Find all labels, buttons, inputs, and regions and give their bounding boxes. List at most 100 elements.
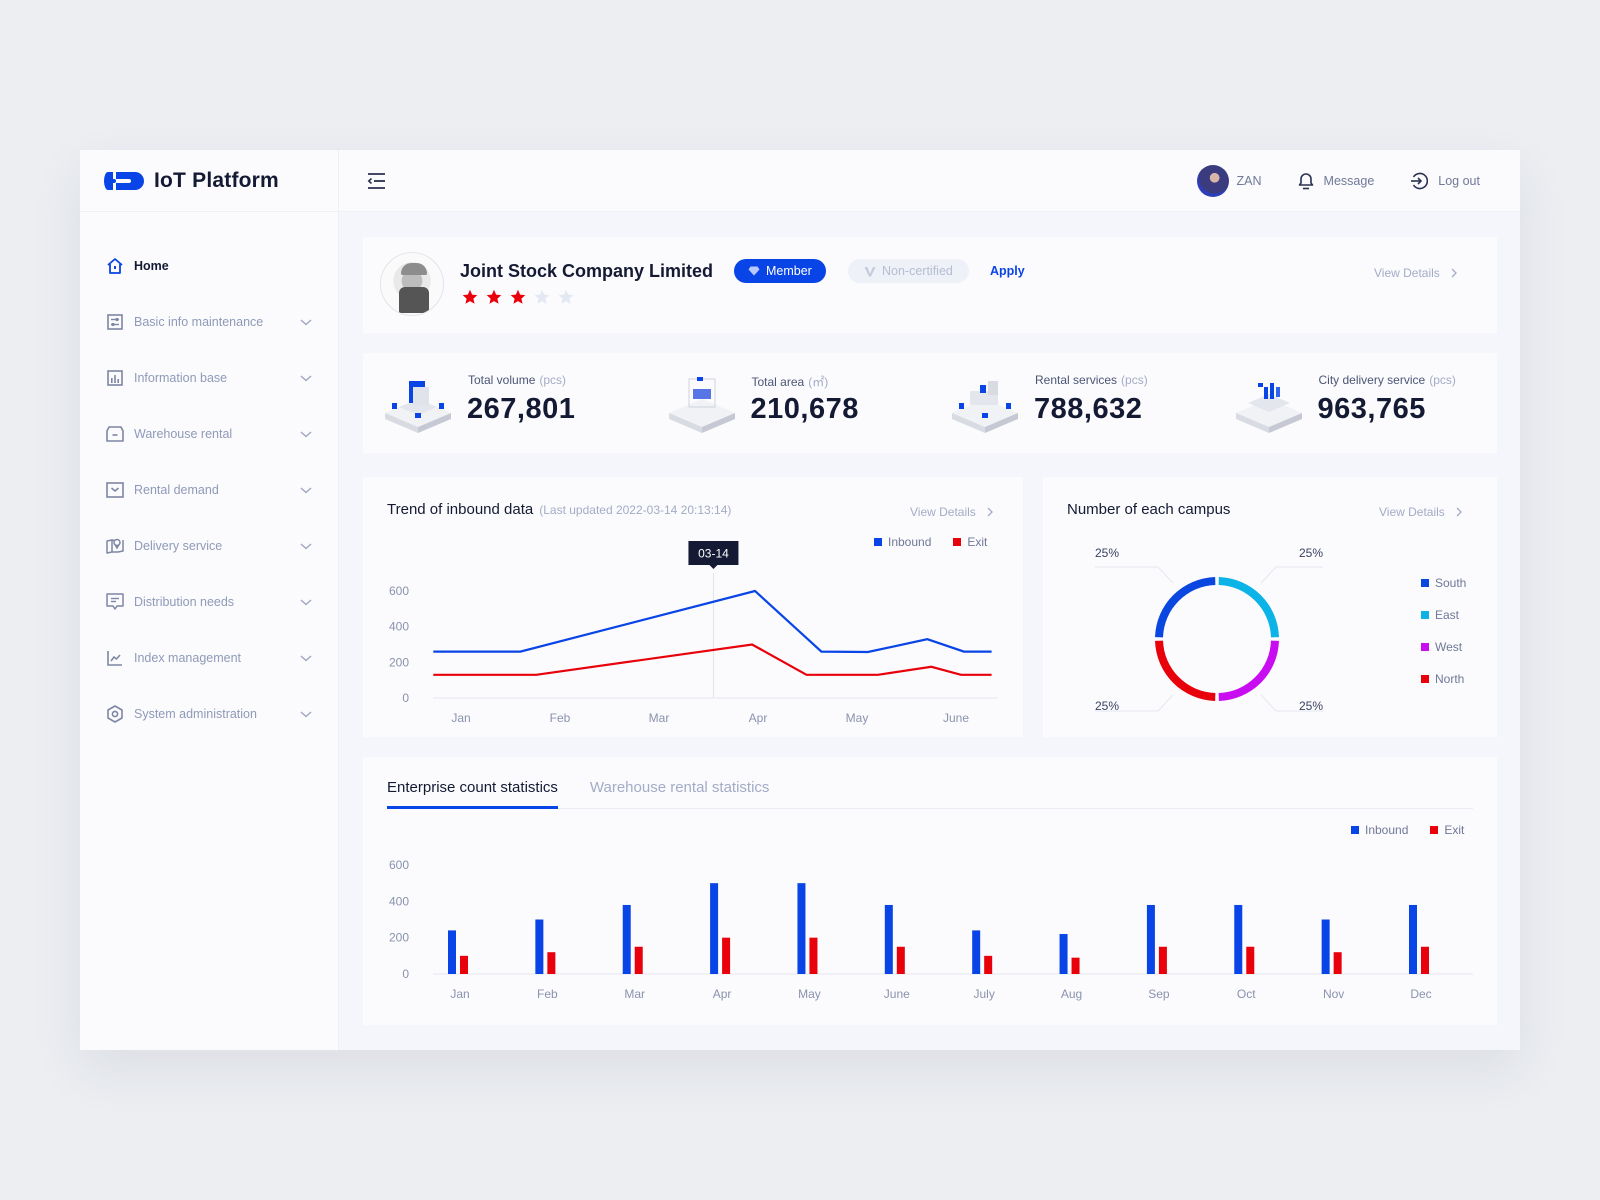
legend-swatch — [1421, 675, 1429, 683]
legend-swatch — [1421, 579, 1429, 587]
view-details-label: View Details — [910, 505, 976, 519]
bar-legend: Inbound Exit — [1351, 823, 1464, 837]
x-tick-label: Oct — [1237, 987, 1256, 1001]
message-icon — [106, 593, 124, 611]
chevron-down-icon[interactable] — [299, 707, 313, 721]
message-button[interactable]: Message — [1298, 172, 1375, 190]
trend-legend: Inbound Exit — [874, 535, 987, 549]
warehouse-illustration-icon — [952, 381, 1018, 433]
chevron-down-icon[interactable] — [299, 315, 313, 329]
tab-warehouse-rental-statistics[interactable]: Warehouse rental statistics — [589, 779, 770, 796]
y-tick-label: 400 — [389, 620, 409, 634]
company-view-details-link[interactable]: View Details — [1374, 266, 1458, 280]
user-menu[interactable]: ZAN — [1196, 165, 1262, 197]
company-avatar — [380, 252, 444, 316]
sidebar-item-delivery-service[interactable]: Delivery service — [80, 518, 339, 574]
home-icon — [106, 257, 124, 275]
sidebar-item-basic-info-maintenance[interactable]: Basic info maintenance — [80, 294, 339, 350]
legend-exit[interactable]: Exit — [953, 535, 987, 549]
sidebar-item-index-management[interactable]: Index management — [80, 630, 339, 686]
tab-enterprise-count-statistics[interactable]: Enterprise count statistics — [387, 777, 558, 809]
logo[interactable]: IoT Platform — [80, 150, 339, 212]
chevron-down-icon[interactable] — [299, 371, 313, 385]
legend-label: South — [1435, 576, 1467, 590]
bar-inbound-sep — [1146, 904, 1155, 974]
legend-exit[interactable]: Exit — [1430, 823, 1464, 837]
stat-total-volume: Total volume (pcs) 267,801 — [363, 353, 647, 453]
chevron-down-icon[interactable] — [299, 483, 313, 497]
app-title: IoT Platform — [154, 168, 279, 192]
logout-button[interactable]: Log out — [1410, 172, 1480, 190]
bar-exit-sep — [1158, 946, 1167, 974]
campus-card: Number of each campus View Details 25% 25… — [1043, 477, 1497, 737]
sidebar-item-label: Warehouse rental — [134, 427, 233, 441]
campus-view-details-link[interactable]: View Details — [1379, 505, 1463, 519]
bar-exit-july — [984, 955, 993, 974]
legend-south[interactable]: South — [1421, 567, 1466, 599]
chevron-right-icon — [987, 507, 993, 517]
x-tick-label: Dec — [1410, 987, 1431, 1001]
x-tick-label: May — [798, 987, 821, 1001]
sidebar-item-home[interactable]: Home — [80, 238, 339, 294]
bar-exit-dec — [1421, 946, 1429, 974]
sidebar-item-label: Basic info maintenance — [134, 315, 264, 329]
avatar[interactable] — [1196, 165, 1229, 197]
x-tick-label: Aug — [1061, 987, 1082, 1001]
legend-west[interactable]: West — [1421, 631, 1466, 663]
apply-link[interactable]: Apply — [990, 264, 1025, 278]
chevron-down-icon[interactable] — [299, 595, 313, 609]
donut-slice-east — [1218, 577, 1279, 638]
box-icon — [106, 425, 124, 443]
legend-label: East — [1435, 608, 1460, 622]
chevron-down-icon[interactable] — [299, 539, 313, 553]
logout-label: Log out — [1438, 174, 1480, 188]
leader-line — [1260, 566, 1323, 584]
trend-view-details-link[interactable]: View Details — [910, 505, 994, 519]
cube-illustration-icon — [668, 377, 735, 433]
star-filled-icon — [462, 289, 478, 304]
star-filled-icon — [510, 289, 526, 304]
rating-stars — [462, 289, 574, 305]
sidebar-item-distribution-needs[interactable]: Distribution needs — [80, 574, 339, 630]
verified-v-icon — [864, 266, 876, 276]
slice-percent-label: 25% — [1095, 546, 1119, 560]
x-tick-label: Nov — [1323, 987, 1344, 1001]
bar-exit-aug — [1071, 957, 1080, 974]
trend-card: Trend of inbound data (Last updated 2022-… — [363, 477, 1023, 737]
x-tick-label: Jan — [450, 987, 469, 1001]
bar-exit-may — [809, 937, 818, 974]
chevron-down-icon[interactable] — [299, 651, 313, 665]
header-actions: ZAN Message Log out — [1196, 150, 1480, 212]
x-tick-label: Mar — [649, 711, 670, 725]
sidebar-item-label: Delivery service — [134, 539, 223, 553]
star-filled-icon — [486, 289, 502, 304]
legend-label: North — [1435, 672, 1465, 686]
stat-value: 788,632 — [1034, 393, 1143, 425]
sidebar-item-rental-demand[interactable]: Rental demand — [80, 462, 339, 518]
legend-north[interactable]: North — [1421, 663, 1466, 695]
sidebar-item-system-administration[interactable]: System administration — [80, 686, 339, 742]
stat-label: Total area (㎡) — [751, 375, 829, 389]
legend-inbound[interactable]: Inbound — [1351, 823, 1408, 837]
stat-city-delivery-service: City delivery service (pcs) 963,765 — [1214, 353, 1498, 453]
message-label: Message — [1323, 174, 1375, 188]
settings-hexagon-icon — [106, 705, 124, 723]
x-tick-label: Feb — [537, 987, 558, 1001]
sidebar-item-warehouse-rental[interactable]: Warehouse rental — [80, 406, 339, 462]
tooltip-box — [688, 541, 739, 565]
legend-inbound[interactable]: Inbound — [874, 535, 931, 549]
chevron-right-icon — [1456, 507, 1462, 517]
donut-slice-west — [1218, 640, 1279, 701]
logo-icon — [104, 171, 144, 190]
chevron-down-icon[interactable] — [299, 427, 313, 441]
y-tick-label: 600 — [389, 858, 409, 872]
stats-card: Total volume (pcs) 267,801 Total area (㎡) … — [363, 353, 1497, 453]
stat-value: 210,678 — [750, 393, 859, 425]
menu-collapse-icon[interactable] — [367, 172, 387, 190]
sidebar-item-information-base[interactable]: Information base — [80, 350, 339, 406]
bar-inbound-oct — [1234, 904, 1243, 974]
app-window: IoT Platform Home Basic info maintenance — [80, 150, 1520, 1050]
stat-label: City delivery service (pcs) — [1318, 373, 1456, 387]
member-badge[interactable]: Member — [734, 259, 826, 283]
legend-east[interactable]: East — [1421, 599, 1466, 631]
